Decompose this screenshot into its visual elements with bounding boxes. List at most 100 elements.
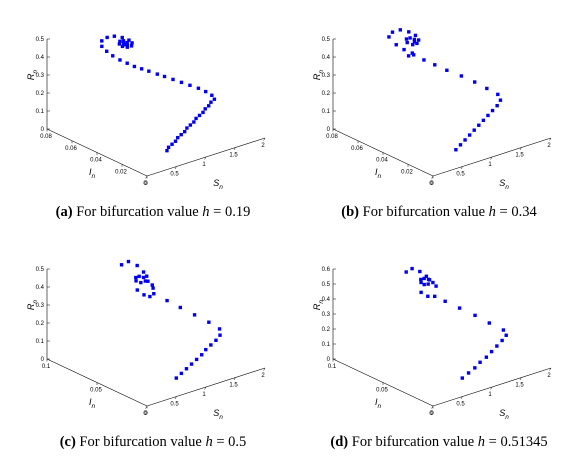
data-point xyxy=(454,148,458,152)
caption-b: (b) For bifurcation value h = 0.34 xyxy=(296,204,572,221)
s-tick-label: 1 xyxy=(488,162,492,168)
caption-tag: (a) xyxy=(55,204,73,220)
data-point xyxy=(416,38,421,42)
r-tick-label: 0 xyxy=(41,127,45,133)
r-tick-label: 0.5 xyxy=(322,37,331,43)
data-point xyxy=(398,28,402,32)
data-point xyxy=(184,367,189,371)
svg-text:Sn: Sn xyxy=(213,178,223,191)
r-tick-label: 0.3 xyxy=(322,312,331,318)
data-point xyxy=(143,279,148,283)
plot-panel-d: 0 0.5 1 1.5 2 0 0.05 0.1 0 0.1 0.2 0.3 0.4 0.5 0.6 Sn In… xyxy=(286,230,572,430)
r-tick-label: 0 xyxy=(327,357,331,363)
data-point xyxy=(139,67,144,71)
r-tick-label: 0.4 xyxy=(36,55,45,61)
data-point xyxy=(460,376,464,380)
caption-value: = 0.5 xyxy=(212,434,247,450)
data-point xyxy=(120,44,125,49)
data-point xyxy=(466,371,471,375)
s-tick-label: 0.5 xyxy=(456,172,465,178)
data-point xyxy=(112,34,117,38)
svg-text:In: In xyxy=(89,167,96,180)
data-point xyxy=(194,357,199,362)
data-point xyxy=(405,40,409,45)
s-tick-label: 1.5 xyxy=(515,153,524,159)
data-point xyxy=(146,279,150,283)
i-tick-label: 0.02 xyxy=(115,169,127,175)
s-tick-mark xyxy=(460,396,463,400)
data-point xyxy=(179,80,184,85)
r-tick-label: 0.6 xyxy=(322,267,331,273)
data-point xyxy=(472,128,476,132)
r-tick-label: 0.1 xyxy=(322,342,331,348)
data-point xyxy=(162,74,167,79)
s-tick-label: 0 xyxy=(429,181,433,187)
data-point xyxy=(126,259,131,264)
data-point xyxy=(419,290,423,295)
data-point xyxy=(410,51,414,55)
data-point xyxy=(148,294,152,299)
data-point xyxy=(209,343,213,347)
data-point xyxy=(481,118,486,123)
data-point xyxy=(125,40,129,45)
data-point xyxy=(478,360,482,364)
s-tick-mark xyxy=(204,156,207,160)
data-point xyxy=(210,93,214,97)
data-point xyxy=(125,61,129,65)
data-point xyxy=(150,283,154,287)
s-axis-title: Sn xyxy=(213,408,223,421)
data-point xyxy=(419,280,423,285)
data-point xyxy=(207,320,211,324)
data-point xyxy=(173,139,178,143)
data-point xyxy=(152,292,156,296)
data-point xyxy=(129,44,134,48)
data-point xyxy=(120,35,124,40)
data-point xyxy=(490,108,495,113)
data-point xyxy=(203,107,207,111)
data-point xyxy=(212,97,217,101)
data-point xyxy=(463,138,467,142)
data-point xyxy=(387,35,391,39)
caption-c: (c) For bifurcation value h = 0.5 xyxy=(10,434,296,451)
caption-a: (a) For bifurcation value h = 0.19 xyxy=(10,204,296,221)
data-point xyxy=(422,282,426,287)
data-point xyxy=(206,104,211,108)
data-point xyxy=(176,135,180,140)
data-point xyxy=(426,277,431,282)
data-point xyxy=(197,113,202,118)
svg-text:In: In xyxy=(375,167,382,180)
r-tick-label: 0.1 xyxy=(36,109,45,115)
s-tick-mark xyxy=(174,166,177,170)
data-point xyxy=(192,120,196,124)
data-point xyxy=(151,286,155,290)
data-point xyxy=(179,132,183,137)
data-point xyxy=(194,116,198,121)
data-point xyxy=(404,270,408,274)
data-point xyxy=(424,274,429,278)
data-point xyxy=(182,129,187,134)
data-point xyxy=(472,80,477,84)
svg-text:Rn: Rn xyxy=(26,300,39,311)
s-tick-label: 1.5 xyxy=(229,383,238,389)
data-point xyxy=(142,293,146,297)
s-tick-mark xyxy=(549,137,552,141)
data-point xyxy=(111,54,115,58)
data-point xyxy=(132,64,137,69)
s-tick-mark xyxy=(233,147,236,151)
data-point xyxy=(141,275,146,280)
data-point xyxy=(484,355,489,359)
caption-variable: h xyxy=(477,434,486,450)
data-point xyxy=(139,280,143,285)
s-tick-mark xyxy=(263,137,266,141)
r-axis-title: Rn xyxy=(312,300,325,311)
data-point xyxy=(477,123,481,127)
data-point xyxy=(100,44,104,49)
data-point xyxy=(189,362,194,366)
data-point xyxy=(125,43,129,47)
caption-text: For bifurcation value xyxy=(348,434,478,450)
data-point xyxy=(165,298,169,303)
s-axis-title: Sn xyxy=(499,178,509,191)
s-tick-label: 2 xyxy=(547,373,551,379)
data-point xyxy=(174,376,178,380)
data-point xyxy=(135,263,139,268)
